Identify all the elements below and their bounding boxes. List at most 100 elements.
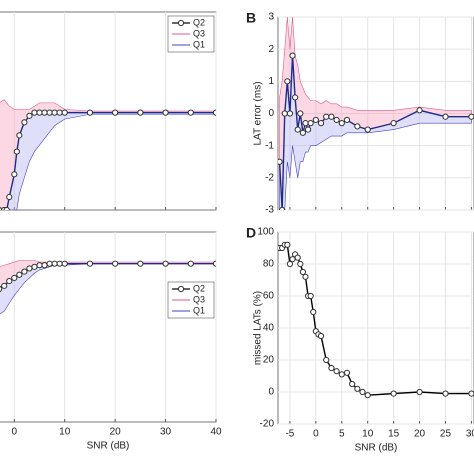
- x-tick-label: 40: [210, 427, 222, 438]
- point: [16, 271, 23, 278]
- point: [51, 260, 58, 267]
- point: [354, 123, 361, 130]
- point: [323, 356, 330, 364]
- point: [286, 110, 294, 117]
- point: [46, 260, 53, 267]
- point: [302, 120, 309, 127]
- point: [212, 260, 216, 267]
- panel: -3 -2 -1 0 1 2 3 LAT error (ms) B: [246, 10, 474, 216]
- point: [278, 158, 283, 165]
- y-tick-label: -2: [265, 172, 274, 183]
- x-tick-label: 0: [313, 429, 319, 440]
- point: [16, 132, 23, 139]
- point: [286, 260, 294, 268]
- point: [307, 120, 314, 127]
- x-axis-label: SNR (dB): [87, 441, 130, 452]
- legend-label: Q2: [193, 17, 205, 27]
- point: [289, 52, 296, 59]
- point: [312, 116, 319, 124]
- point: [390, 390, 397, 397]
- point: [299, 268, 306, 276]
- point: [162, 109, 169, 116]
- point: [51, 109, 58, 116]
- y-tick-label: 3: [268, 12, 274, 23]
- legend-label: Q1: [193, 305, 205, 315]
- y-tick-label: -3: [265, 205, 274, 216]
- x-tick-label: 0: [12, 427, 18, 438]
- point: [297, 260, 304, 268]
- point: [416, 388, 423, 396]
- point: [442, 113, 449, 120]
- point: [46, 109, 53, 116]
- y-tick-label: 0: [268, 108, 274, 119]
- point: [0, 286, 3, 292]
- point: [390, 120, 397, 127]
- legend-label: Q3: [193, 294, 205, 304]
- y-tick-label: -20: [260, 419, 275, 430]
- point: [442, 390, 449, 397]
- point: [279, 206, 286, 210]
- point: [56, 109, 63, 116]
- legend-label: Q3: [193, 28, 205, 38]
- point: [187, 109, 194, 116]
- plot-content: [278, 241, 474, 399]
- point: [212, 109, 216, 116]
- point: [6, 193, 13, 201]
- x-axis-label: SNR (dB): [355, 443, 398, 454]
- x-tick-label: 20: [414, 429, 426, 440]
- point: [294, 254, 301, 261]
- point: [299, 129, 306, 136]
- point: [26, 265, 33, 272]
- point: [468, 113, 474, 120]
- x-tick-label: 30: [160, 427, 172, 438]
- legend-label: Q2: [193, 283, 205, 293]
- point: [137, 109, 144, 116]
- point: [61, 109, 68, 116]
- x-tick-label: 10: [362, 429, 374, 440]
- plot-content: [278, 17, 474, 210]
- point: [317, 120, 325, 127]
- point: [338, 120, 345, 127]
- point: [292, 94, 299, 101]
- point: [468, 390, 474, 397]
- y-tick-label: 80: [263, 259, 275, 270]
- point: [31, 109, 38, 116]
- point: [284, 78, 291, 85]
- point: [317, 332, 325, 340]
- point: [343, 369, 351, 376]
- y-axis-label: LAT error (ms): [253, 81, 264, 145]
- panel-label: D: [246, 225, 256, 241]
- point: [349, 380, 356, 388]
- point: [310, 308, 317, 316]
- point: [36, 262, 43, 269]
- y-tick-label: 20: [263, 355, 275, 366]
- point: [112, 260, 119, 267]
- legend-marker: [177, 285, 185, 293]
- point: [6, 277, 13, 285]
- plot-content: [0, 99, 216, 210]
- point: [21, 119, 28, 126]
- y-tick-label: 40: [263, 323, 275, 334]
- y-tick-label: 1: [268, 76, 274, 87]
- y-tick-label: 60: [263, 291, 275, 302]
- y-tick-label: 0: [268, 387, 274, 398]
- panel-label: B: [246, 10, 256, 26]
- point: [354, 385, 361, 392]
- point: [137, 260, 144, 267]
- point: [162, 260, 169, 267]
- x-tick-label: 20: [110, 427, 122, 438]
- point: [416, 107, 423, 114]
- point: [112, 109, 119, 116]
- point: [364, 126, 371, 133]
- point: [294, 126, 301, 133]
- point: [31, 263, 38, 270]
- point: [21, 268, 28, 275]
- point: [86, 260, 94, 267]
- point: [11, 274, 18, 282]
- x-tick-label: -5: [285, 429, 294, 440]
- point: [333, 368, 340, 375]
- point: [343, 116, 351, 124]
- point: [1, 282, 8, 289]
- x-tick-label: 15: [388, 429, 400, 440]
